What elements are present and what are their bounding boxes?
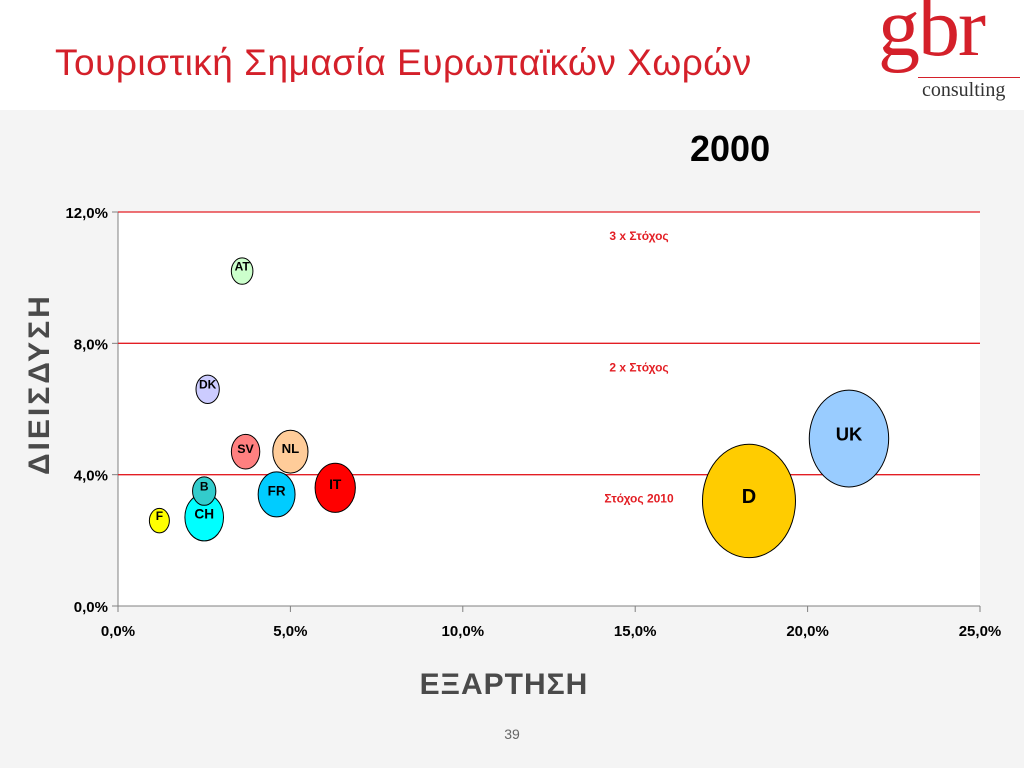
- bubble-d: [701, 443, 796, 559]
- chart-title: 2000: [690, 128, 771, 169]
- bubble-f: [148, 507, 170, 534]
- reference-line-label: 3 x Στόχος: [609, 229, 668, 243]
- x-tick-label: 10,0%: [442, 623, 485, 640]
- gbr-logo: gbr consulting: [872, 0, 1024, 105]
- bubble-label-uk: UK: [836, 423, 863, 444]
- logo-rule: [918, 77, 1020, 78]
- y-tick-label: 12,0%: [65, 205, 108, 222]
- x-axis-title: ΕΞΑΡΤΗΣΗ: [0, 668, 1024, 702]
- logo-subtitle: consulting: [922, 79, 1006, 101]
- y-tick-label: 8,0%: [74, 336, 108, 353]
- bubble-fr: [257, 471, 296, 518]
- reference-line-label: Στόχος 2010: [604, 492, 674, 506]
- bubble-label-sv: SV: [237, 442, 254, 456]
- x-tick-label: 20,0%: [786, 623, 829, 640]
- page-number: 39: [504, 726, 520, 742]
- bubble-label-fr: FR: [268, 484, 286, 499]
- y-tick-label: 4,0%: [74, 468, 108, 485]
- x-axis-title-text: ΕΞΑΡΤΗΣΗ: [419, 668, 589, 701]
- bubble-label-at: AT: [235, 259, 251, 273]
- bubble-it: [314, 462, 356, 513]
- logo-wordmark: gbr: [878, 0, 986, 74]
- bubble-b: [192, 476, 217, 506]
- bubble-at: [230, 257, 254, 285]
- y-tick-label: 0,0%: [74, 599, 108, 616]
- bubble-label-dk: DK: [199, 378, 217, 392]
- bubble-label-it: IT: [329, 477, 342, 492]
- x-tick-label: 25,0%: [959, 623, 1002, 640]
- bubble-sv: [230, 433, 261, 470]
- x-tick-label: 15,0%: [614, 623, 657, 640]
- bubble-dk: [195, 374, 220, 405]
- x-tick-label: 0,0%: [101, 623, 135, 640]
- bubble-label-d: D: [742, 486, 756, 508]
- bubble-label-f: F: [156, 509, 163, 523]
- bubble-nl: [272, 429, 309, 474]
- bubble-label-nl: NL: [282, 441, 300, 456]
- reference-line-label: 2 x Στόχος: [609, 360, 668, 374]
- bubble-label-ch: CH: [194, 507, 214, 522]
- x-tick-label: 5,0%: [273, 623, 307, 640]
- bubble-label-b: B: [200, 479, 209, 493]
- y-axis-title: ΔΙΕΙΣΔΥΣΗ: [23, 293, 56, 475]
- bubble-uk: [808, 389, 890, 488]
- slide-title: Τουριστική Σημασία Ευρωπαϊκών Χωρών: [55, 42, 752, 83]
